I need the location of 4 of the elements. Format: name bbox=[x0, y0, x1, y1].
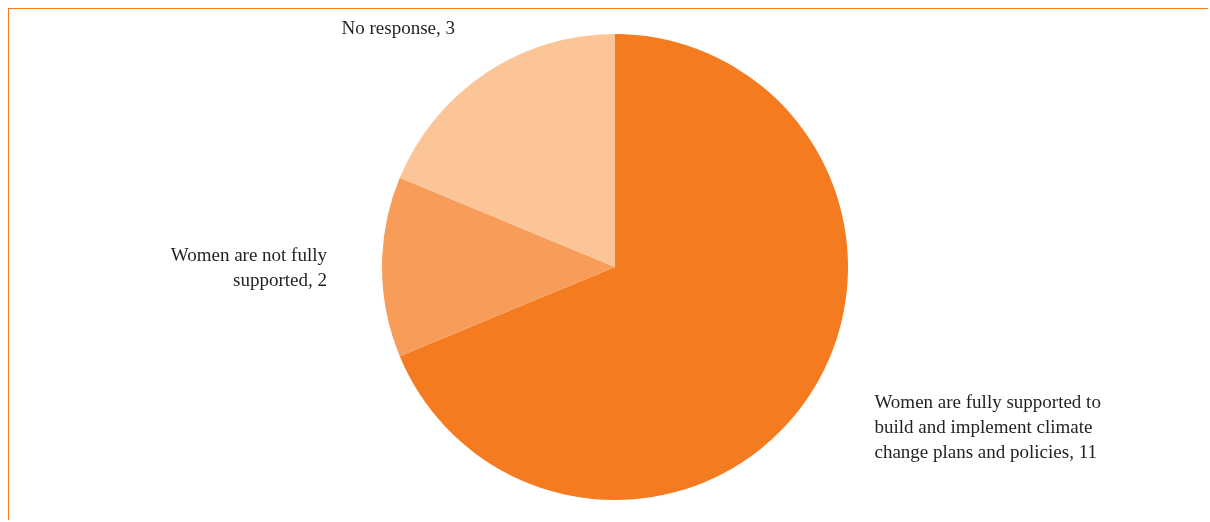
slice-label: Women are not fully supported, 2 bbox=[170, 243, 328, 290]
slice-label: No response, 3 bbox=[341, 16, 455, 38]
pie-slice bbox=[382, 177, 615, 357]
slice-label: Women are fully supported to build and implement climate change plans and policies, 11 bbox=[874, 391, 1101, 462]
